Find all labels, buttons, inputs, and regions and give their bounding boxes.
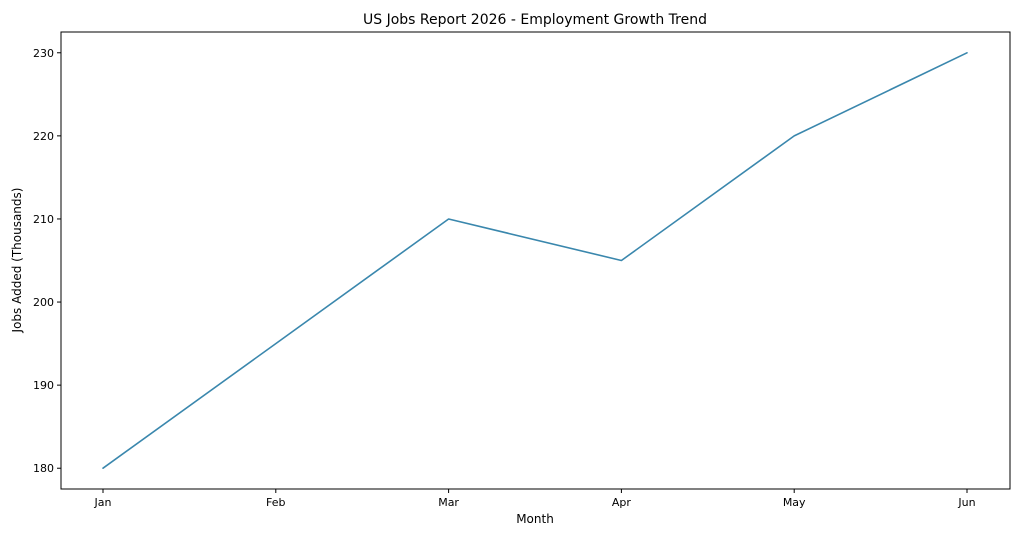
- y-axis-label: Jobs Added (Thousands): [10, 188, 24, 334]
- y-tick-label: 210: [33, 213, 54, 226]
- x-tick-label: Mar: [438, 496, 459, 509]
- x-tick-label: Jun: [957, 496, 975, 509]
- x-axis-label: Month: [516, 512, 554, 526]
- y-tick-label: 180: [33, 462, 54, 475]
- x-tick-label: Feb: [266, 496, 285, 509]
- y-axis-ticks: 180 190 200 210 220 230: [33, 47, 61, 475]
- x-tick-label: May: [783, 496, 806, 509]
- series-line: [102, 51, 968, 470]
- chart-title: US Jobs Report 2026 - Employment Growth …: [363, 12, 707, 28]
- y-tick-label: 220: [33, 130, 54, 143]
- x-tick-label: Apr: [612, 496, 632, 509]
- y-tick-label: 200: [33, 296, 54, 309]
- y-tick-label: 230: [33, 47, 54, 60]
- series-layer: [102, 51, 968, 470]
- x-tick-label: Jan: [94, 496, 112, 509]
- x-axis-ticks: Jan Feb Mar Apr May Jun: [94, 489, 976, 509]
- plot-frame: [60, 31, 1011, 490]
- y-tick-label: 190: [33, 379, 54, 392]
